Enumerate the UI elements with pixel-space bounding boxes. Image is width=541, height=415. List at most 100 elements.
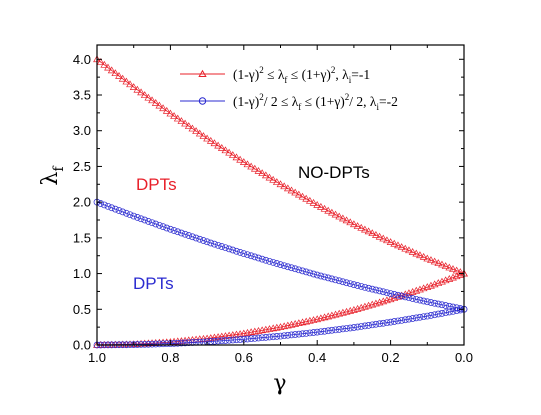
- data-point: [335, 212, 344, 220]
- data-point: [390, 239, 399, 247]
- data-point: [118, 74, 127, 82]
- data-point: [104, 202, 112, 210]
- data-point: [405, 294, 413, 302]
- data-point: [163, 224, 171, 232]
- data-point: [144, 93, 153, 101]
- data-point: [453, 307, 461, 314]
- data-point: [409, 295, 416, 302]
- data-point: [357, 283, 365, 290]
- legend: (1-γ)2 ≤ λf ≤ (1+γ)2, λi=-1 (1-γ)2/ 2 ≤ …: [180, 65, 398, 112]
- data-point: [383, 289, 391, 297]
- data-point: [430, 280, 439, 288]
- series-2-upper: [93, 198, 468, 313]
- data-point: [107, 66, 116, 74]
- data-point: [409, 315, 416, 322]
- data-point: [280, 332, 288, 340]
- legend-1-p4: ≤ (1+γ): [287, 67, 330, 82]
- data-point: [398, 316, 405, 324]
- legend-1-p7: i: [349, 75, 352, 85]
- data-point: [357, 323, 365, 330]
- data-point: [441, 276, 450, 284]
- data-point: [387, 290, 394, 297]
- data-point: [321, 327, 328, 335]
- data-point: [320, 204, 329, 212]
- data-point: [412, 314, 420, 322]
- data-point: [368, 229, 377, 237]
- data-point: [335, 326, 343, 333]
- data-point: [354, 282, 361, 289]
- data-point: [438, 260, 446, 268]
- data-point: [427, 256, 435, 263]
- data-point: [431, 299, 438, 307]
- data-point: [148, 340, 156, 348]
- data-point: [284, 263, 292, 271]
- data-point: [441, 262, 450, 269]
- data-point: [162, 106, 171, 114]
- data-point: [405, 246, 413, 254]
- data-point: [438, 301, 446, 309]
- data-point: [379, 288, 387, 296]
- data-point: [317, 272, 325, 280]
- data-point: [383, 236, 391, 244]
- data-point: [317, 328, 325, 336]
- data-point: [100, 60, 109, 68]
- data-point: [339, 278, 347, 286]
- data-point: [342, 216, 351, 224]
- data-point: [137, 88, 145, 96]
- data-point: [310, 329, 317, 336]
- data-point: [277, 261, 284, 268]
- data-point: [332, 326, 339, 334]
- data-point: [423, 312, 431, 320]
- y-tick-label: 2.5: [73, 159, 91, 174]
- data-point: [291, 331, 299, 338]
- data-point: [269, 175, 278, 183]
- data-point: [140, 91, 149, 98]
- data-point: [265, 173, 274, 181]
- legend-2-p6: / 2, λ: [349, 94, 377, 109]
- data-point: [181, 119, 189, 127]
- legend-1-p6: , λ: [335, 67, 349, 82]
- data-point: [397, 243, 406, 250]
- data-point: [306, 329, 314, 337]
- data-point: [346, 218, 355, 226]
- data-point: [327, 208, 336, 216]
- data-point: [280, 182, 289, 190]
- data-point: [261, 171, 270, 179]
- data-point: [137, 215, 145, 223]
- data-point: [295, 330, 303, 338]
- data-point: [221, 146, 230, 154]
- data-point: [211, 240, 218, 248]
- data-point: [321, 273, 328, 281]
- data-point: [343, 325, 350, 332]
- series-line: [96, 58, 465, 274]
- data-point: [228, 151, 237, 158]
- data-point: [339, 325, 347, 333]
- data-point: [372, 320, 380, 328]
- annotation-dpts-lower: DPTs: [133, 274, 174, 293]
- data-point: [255, 254, 262, 262]
- data-point: [258, 169, 267, 177]
- data-point: [376, 320, 383, 328]
- data-point: [273, 333, 281, 340]
- data-point: [166, 109, 175, 117]
- data-point: [452, 272, 461, 280]
- x-tick-label: 1.0: [88, 350, 106, 365]
- data-point: [313, 271, 321, 279]
- data-point: [416, 251, 424, 259]
- legend-1-p0: (1-γ): [233, 67, 259, 82]
- y-tick-label: 0.0: [73, 338, 91, 353]
- data-point: [262, 256, 270, 264]
- data-point: [357, 223, 366, 231]
- legend-1-p1: 2: [259, 65, 264, 75]
- data-point: [269, 333, 277, 341]
- x-tick-label: 0.6: [235, 350, 253, 365]
- data-point: [178, 229, 185, 237]
- data-point: [206, 136, 215, 144]
- plot-frame: [96, 44, 465, 346]
- data-point: [207, 239, 215, 247]
- data-point: [427, 281, 435, 289]
- data-point: [218, 337, 226, 345]
- data-point: [185, 339, 193, 347]
- data-point: [203, 134, 212, 142]
- data-point: [324, 206, 333, 214]
